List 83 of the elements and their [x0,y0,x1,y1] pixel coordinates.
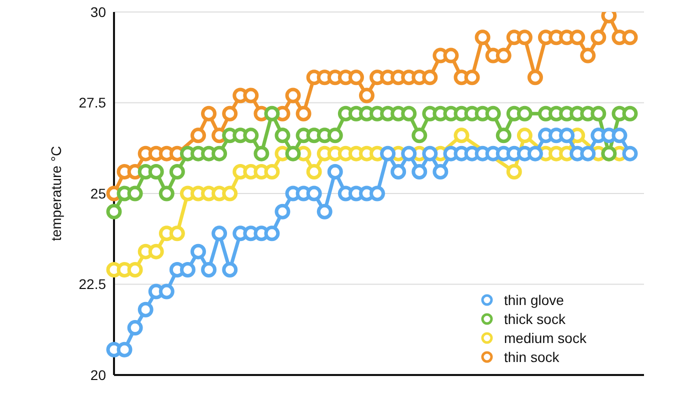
point [190,128,206,144]
point [264,164,280,180]
point [158,186,174,202]
y-tick-label: 27.5 [78,94,106,111]
point [622,30,638,46]
point [401,106,417,122]
point [169,164,185,180]
point [527,146,543,162]
point [127,262,143,278]
point [422,70,438,86]
point [358,88,374,104]
point [296,106,312,122]
point [590,30,606,46]
point [306,164,322,180]
point [327,128,343,144]
point [201,106,217,122]
point [264,226,280,242]
point [201,262,217,278]
point [412,164,428,180]
point [496,48,512,64]
point [370,186,386,202]
y-tick-label: 25 [90,185,106,202]
point [222,106,238,122]
point [212,226,228,242]
y-tick-label: 20 [90,366,106,383]
point [516,128,532,144]
point [243,88,259,104]
point [285,88,301,104]
y-tick-label: 30 [90,4,106,20]
point [222,186,238,202]
point [327,164,343,180]
point [148,164,164,180]
point [590,106,606,122]
point [180,262,196,278]
point [443,48,459,64]
point [127,320,143,336]
point [454,128,470,144]
legend-label: thin glove [504,292,564,308]
point [116,342,132,358]
point [422,146,438,162]
point [496,128,512,144]
point [274,128,290,144]
point [316,204,332,220]
point [622,146,638,162]
point [432,164,448,180]
point [106,204,122,220]
point [380,146,396,162]
point [506,164,522,180]
point [348,70,364,86]
point [580,146,596,162]
y-axis-title: temperature °C [48,146,64,242]
point [559,128,575,144]
point [169,226,185,242]
point [485,106,501,122]
point [570,30,586,46]
point [527,70,543,86]
point [138,302,154,318]
point [306,186,322,202]
point [243,128,259,144]
legend-label: medium sock [504,330,586,346]
point [464,70,480,86]
point [412,128,428,144]
point [285,146,301,162]
point [148,244,164,260]
point [390,164,406,180]
point [264,106,280,122]
legend-label: thin sock [504,348,560,364]
point [474,30,490,46]
point [612,128,628,144]
point [212,146,228,162]
point [254,146,270,162]
point [516,106,532,122]
y-tick-label: 22.5 [78,276,106,292]
point [401,146,417,162]
point [127,186,143,202]
point [190,244,206,260]
point [580,48,596,64]
point [274,204,290,220]
point [222,262,238,278]
point [622,106,638,122]
point [158,284,174,300]
point [516,30,532,46]
legend-label: thick sock [504,310,566,326]
